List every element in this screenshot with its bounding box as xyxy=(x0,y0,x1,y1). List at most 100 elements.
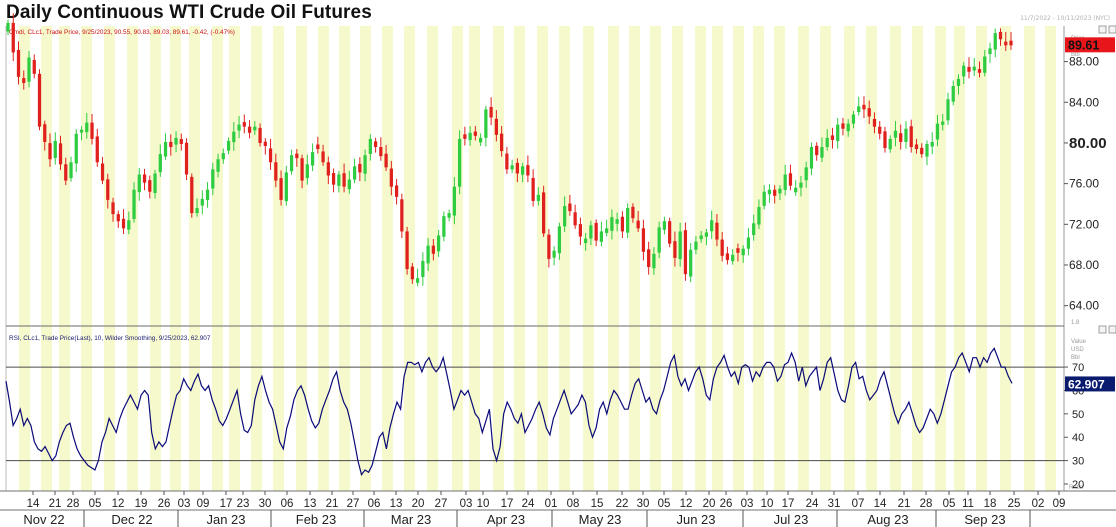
candle-body xyxy=(935,123,940,140)
candle-body xyxy=(447,213,451,218)
candle xyxy=(731,249,735,265)
candle xyxy=(925,140,929,166)
weekend-band xyxy=(559,26,570,491)
month-label: May 23 xyxy=(579,512,622,527)
weekend-bands xyxy=(19,26,1056,491)
candle xyxy=(668,217,672,248)
candle-body xyxy=(825,137,829,148)
candle-body xyxy=(993,33,997,50)
rsi-tick-label: 50 xyxy=(1072,409,1084,421)
candle-body xyxy=(211,169,215,189)
candle xyxy=(920,143,924,158)
candle-body xyxy=(783,174,787,190)
candle xyxy=(200,190,204,215)
panel-control-button xyxy=(1098,325,1107,334)
candle-body xyxy=(715,222,719,240)
weekend-band xyxy=(427,26,438,491)
month-label: Feb 23 xyxy=(296,512,336,527)
weekend-band xyxy=(273,26,284,491)
candle xyxy=(457,130,462,195)
x-tick-label: 03 xyxy=(741,498,754,510)
candle xyxy=(815,142,819,161)
candle-body xyxy=(977,69,982,73)
x-tick-label: 12 xyxy=(680,498,693,510)
candle-body xyxy=(568,203,572,212)
candle xyxy=(594,219,598,247)
candle xyxy=(977,61,982,78)
weekend-band xyxy=(493,26,504,491)
candle xyxy=(647,241,651,275)
candle-body xyxy=(232,131,236,143)
candle-body xyxy=(200,198,204,206)
candle-body xyxy=(305,164,309,179)
candle xyxy=(573,204,577,229)
chart-title: Daily Continuous WTI Crude Oil Futures xyxy=(6,2,372,23)
candle xyxy=(216,153,220,178)
x-tick-label: 21 xyxy=(49,498,62,510)
candle xyxy=(37,69,42,131)
candle-body xyxy=(941,121,945,125)
x-tick-label: 19 xyxy=(135,498,148,510)
candle xyxy=(521,162,525,183)
candle-body xyxy=(888,138,892,150)
candle-body xyxy=(258,127,262,143)
candle-body xyxy=(983,56,987,73)
candle xyxy=(127,211,131,235)
candle-body xyxy=(610,217,614,231)
x-tick-label: 22 xyxy=(616,498,629,510)
candle xyxy=(888,135,892,153)
candle-body xyxy=(463,134,467,139)
x-tick-label: 18 xyxy=(984,498,997,510)
candle xyxy=(846,119,850,137)
x-tick-label: 20 xyxy=(703,498,716,510)
candle-body xyxy=(773,189,777,196)
weekend-band xyxy=(469,26,480,491)
x-tick-label: 27 xyxy=(347,498,360,510)
candle-body xyxy=(563,206,567,227)
candle-body xyxy=(762,191,766,206)
candle-body xyxy=(599,231,604,242)
candle xyxy=(867,100,871,125)
candle xyxy=(499,125,504,157)
candle xyxy=(578,217,583,246)
candle xyxy=(494,110,498,142)
weekend-band xyxy=(452,26,463,491)
candle-body xyxy=(489,106,493,118)
candle xyxy=(58,135,63,170)
weekend-band xyxy=(890,26,901,491)
x-tick-label: 09 xyxy=(1053,498,1066,510)
candle-body xyxy=(363,155,367,174)
candle-body xyxy=(48,143,52,160)
candle xyxy=(699,230,703,243)
candle xyxy=(11,13,15,62)
candle xyxy=(358,157,362,182)
candle-body xyxy=(127,220,131,230)
candle xyxy=(620,211,625,239)
candle-body xyxy=(893,130,898,138)
candle xyxy=(363,149,367,182)
candle xyxy=(174,131,178,153)
x-tick-label: 14 xyxy=(874,498,887,510)
candle xyxy=(794,180,798,196)
candle xyxy=(809,142,814,176)
weekend-band xyxy=(296,26,307,491)
candle xyxy=(247,120,252,139)
weekend-band xyxy=(866,26,877,491)
rsi-axis-header: Value xyxy=(1071,339,1087,345)
candle xyxy=(263,138,267,155)
candle xyxy=(662,216,667,235)
candle-body xyxy=(499,133,504,152)
candle-body xyxy=(184,142,189,175)
candle-body xyxy=(111,202,115,215)
candle xyxy=(310,143,315,172)
candle-body xyxy=(836,124,840,142)
candle xyxy=(384,145,388,171)
candle-body xyxy=(757,207,761,225)
candle-body xyxy=(668,221,672,244)
candle-body xyxy=(531,177,535,201)
candle-body xyxy=(221,153,225,160)
candle xyxy=(426,238,430,271)
candle xyxy=(589,220,593,246)
